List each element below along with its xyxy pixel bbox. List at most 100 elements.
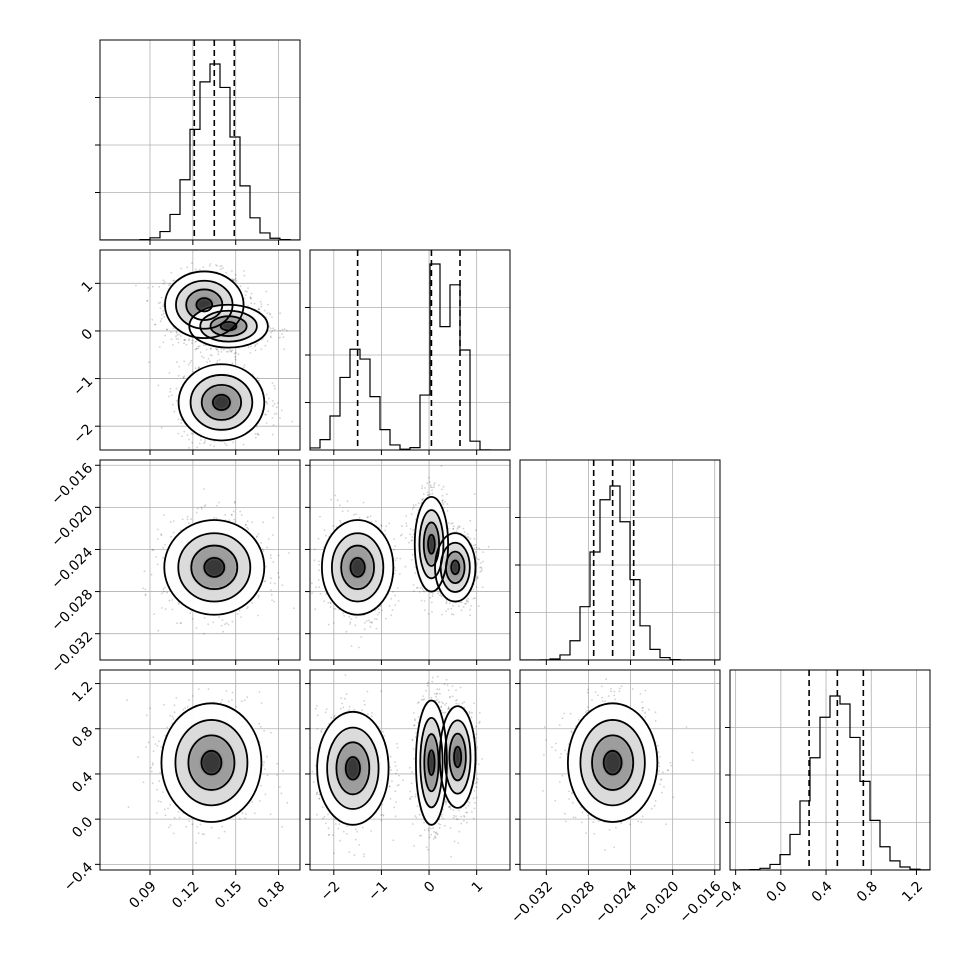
sample-point	[240, 616, 243, 618]
sample-point	[363, 621, 366, 624]
sample-point	[429, 484, 432, 487]
sample-point	[413, 506, 415, 508]
sample-point	[188, 438, 190, 441]
sample-point	[260, 303, 263, 305]
sample-point	[363, 628, 366, 631]
sample-point	[162, 305, 164, 307]
sample-point	[217, 353, 220, 356]
sample-point	[198, 345, 201, 347]
contour-line-3	[211, 393, 231, 411]
sample-point	[428, 476, 430, 479]
sample-point	[291, 420, 294, 423]
sample-point	[256, 376, 259, 379]
sample-point	[266, 312, 269, 315]
sample-point	[270, 577, 272, 580]
sample-point	[311, 582, 313, 585]
sample-point	[319, 593, 322, 595]
sample-point	[272, 405, 274, 407]
sample-point	[166, 591, 169, 594]
sample-point	[412, 529, 414, 531]
sample-point	[313, 559, 316, 562]
sample-point	[430, 601, 433, 604]
sample-point	[183, 375, 186, 377]
sample-point	[227, 350, 230, 353]
sample-point	[368, 619, 370, 622]
sample-point	[189, 361, 192, 364]
sample-point	[329, 601, 332, 604]
sample-point	[231, 270, 233, 272]
sample-point	[260, 339, 263, 341]
sample-point	[164, 543, 167, 546]
sample-point	[318, 569, 320, 572]
sample-point	[205, 348, 208, 351]
sample-point	[232, 441, 235, 444]
sample-point	[376, 613, 379, 616]
sample-point	[219, 268, 222, 270]
sample-point	[318, 563, 320, 566]
sample-point	[143, 570, 146, 573]
sample-point	[170, 394, 173, 396]
sample-point	[269, 554, 272, 557]
sample-point	[153, 323, 156, 326]
sample-point	[277, 572, 280, 574]
sample-point	[254, 349, 257, 352]
sample-point	[271, 417, 274, 419]
sample-point	[251, 602, 254, 604]
sample-point	[203, 505, 206, 508]
sample-point	[246, 526, 249, 529]
sample-point	[160, 607, 163, 609]
sample-point	[397, 600, 400, 602]
sample-point	[365, 620, 368, 622]
contour-line-0	[163, 519, 266, 616]
sample-point	[190, 518, 193, 520]
sample-point	[224, 623, 226, 626]
sample-point	[251, 521, 254, 524]
sample-point	[256, 536, 258, 538]
sample-point	[184, 339, 187, 341]
sample-point	[260, 305, 263, 308]
sample-point	[343, 615, 346, 617]
sample-point	[232, 279, 234, 281]
sample-point	[179, 622, 182, 625]
sample-point	[293, 607, 295, 610]
sample-point	[239, 285, 242, 288]
sample-point	[254, 433, 257, 435]
sample-point	[256, 342, 259, 345]
sample-point	[157, 302, 160, 305]
sample-point	[234, 356, 237, 358]
sample-point	[265, 400, 267, 403]
sample-point	[269, 327, 272, 330]
sample-point	[180, 267, 183, 270]
sample-point	[161, 313, 163, 316]
sample-point	[339, 519, 341, 522]
sample-point	[169, 521, 172, 523]
sample-point	[254, 343, 257, 346]
sample-point	[271, 599, 273, 601]
sample-point	[162, 341, 165, 344]
sample-point	[272, 561, 275, 563]
sample-point	[183, 342, 185, 345]
sample-point	[273, 328, 276, 331]
sample-point	[330, 498, 332, 501]
sample-point	[394, 545, 397, 548]
sample-point	[147, 287, 150, 289]
sample-point	[244, 524, 247, 526]
panel-frame	[99, 459, 301, 661]
sample-point	[246, 290, 248, 293]
sample-point	[160, 533, 162, 536]
sample-point	[207, 357, 210, 360]
density-level-3	[212, 394, 230, 411]
sample-point	[393, 538, 395, 540]
sample-point	[144, 593, 147, 596]
sample-point	[257, 594, 260, 597]
sample-point	[183, 339, 186, 341]
sample-point	[399, 557, 402, 560]
sample-point	[164, 608, 167, 611]
histogram-p0	[100, 63, 300, 240]
sample-point	[192, 370, 194, 373]
sample-point	[369, 625, 372, 628]
sample-point	[273, 413, 276, 415]
sample-point	[405, 522, 408, 525]
sample-point	[429, 596, 432, 599]
contour-line-0	[188, 303, 269, 349]
